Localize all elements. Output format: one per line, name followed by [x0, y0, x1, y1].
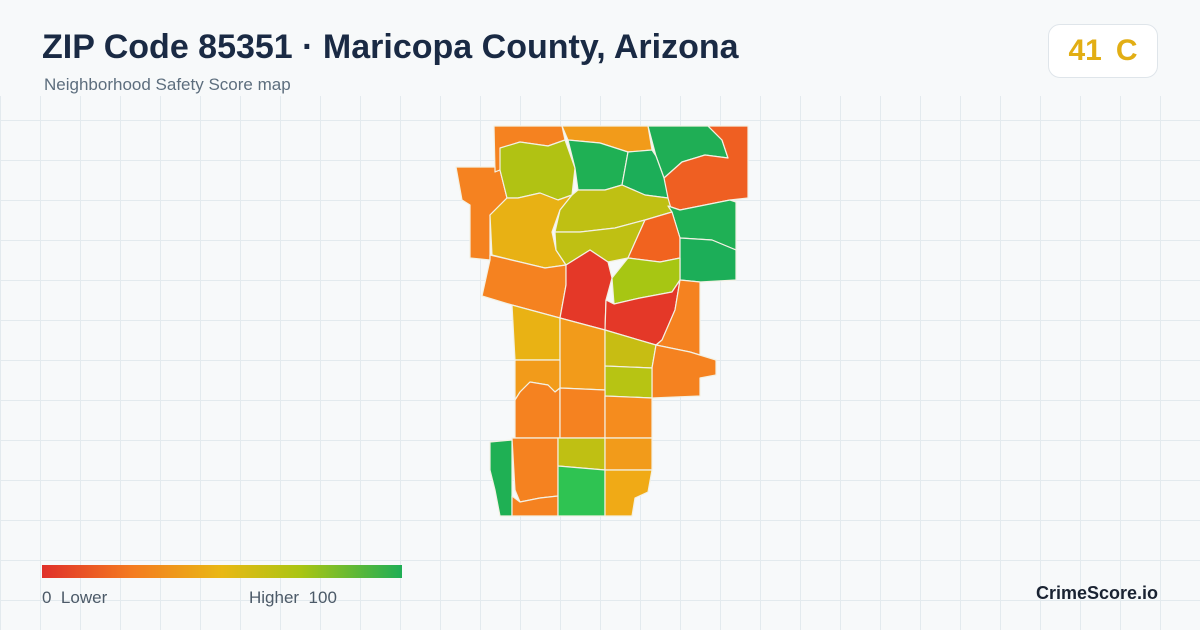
legend-min: 0 Lower: [42, 588, 107, 608]
legend-gradient-bar: [42, 565, 402, 578]
map-region[interactable]: [604, 365, 653, 399]
map-region[interactable]: [511, 437, 559, 503]
legend-max-value: 100: [308, 588, 337, 607]
map-region[interactable]: [559, 317, 606, 391]
map-region[interactable]: [514, 381, 561, 439]
score-grade: C: [1115, 34, 1138, 67]
map-region[interactable]: [651, 344, 717, 399]
map-region[interactable]: [604, 469, 653, 517]
map-region[interactable]: [455, 166, 508, 261]
page-subtitle: Neighborhood Safety Score map: [44, 75, 291, 94]
page-title: ZIP Code 85351 · Maricopa County, Arizon…: [42, 28, 739, 66]
header: [0, 0, 1200, 96]
map-region[interactable]: [557, 465, 606, 517]
legend-min-label: Lower: [60, 588, 108, 607]
score-card: 41 C: [1048, 24, 1158, 78]
map-region[interactable]: [489, 439, 513, 517]
map-region[interactable]: [557, 437, 606, 471]
legend-max: Higher 100: [249, 588, 337, 608]
legend-max-label: Higher: [249, 588, 300, 607]
map-region[interactable]: [499, 139, 576, 201]
legend-min-value: 0: [42, 588, 52, 607]
brand-logo-text: CrimeScore.io: [1035, 583, 1158, 603]
map-region[interactable]: [604, 437, 653, 471]
map-region[interactable]: [559, 387, 606, 439]
score-value: 41: [1068, 34, 1102, 67]
map-region[interactable]: [604, 395, 653, 439]
